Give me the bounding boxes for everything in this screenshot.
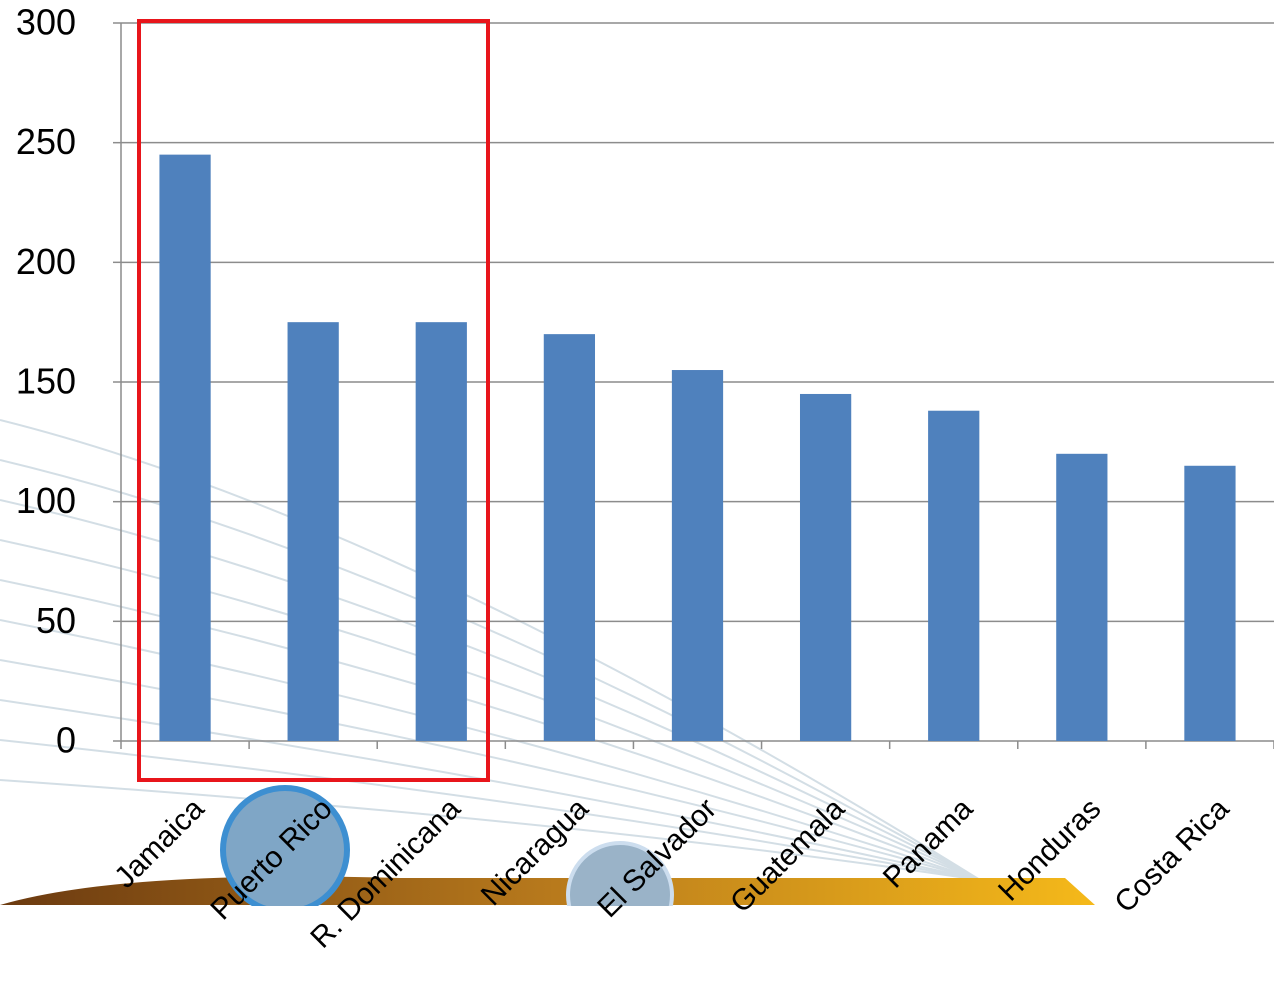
y-tick-label: 250 (16, 121, 76, 162)
x-tick-label: Costa Rica (1108, 792, 1235, 919)
bar (287, 322, 339, 741)
y-tick-label: 100 (16, 480, 76, 521)
y-tick-label: 200 (16, 241, 76, 282)
bar (159, 154, 211, 742)
bar (928, 410, 980, 741)
bar (1056, 453, 1108, 741)
y-tick-label: 150 (16, 361, 76, 402)
background (0, 906, 1274, 988)
bar (799, 393, 852, 741)
background-decoration (0, 419, 981, 881)
bar (1184, 465, 1236, 741)
decorative-band (0, 876, 1095, 905)
bar (543, 334, 596, 741)
y-tick-label: 300 (16, 2, 76, 43)
y-tick-label: 50 (36, 600, 76, 641)
highlight-box (137, 19, 490, 782)
bar (415, 322, 467, 741)
y-tick-label: 0 (56, 720, 76, 761)
bar (671, 370, 724, 741)
